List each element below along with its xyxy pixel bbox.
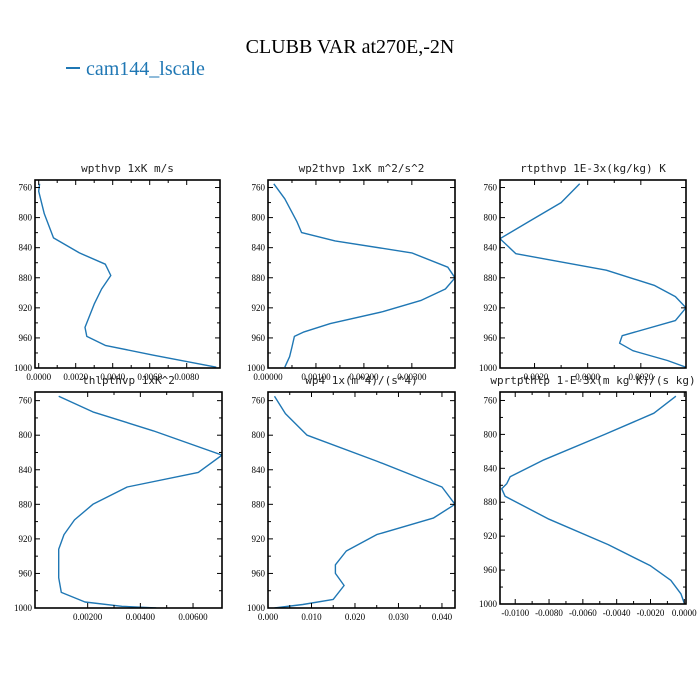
y-tick-label: 960 [252, 568, 266, 578]
legend-line-swatch [66, 67, 80, 70]
subplot-5: wp4 1x(m^4)/(s^4)76080084088092096010000… [247, 374, 456, 622]
subplot-title: thlpthvp 1xK^2 [82, 374, 175, 387]
x-tick-label: 0.000 [258, 612, 279, 622]
x-tick-label: 0.00300 [397, 372, 427, 382]
y-tick-label: 800 [252, 430, 266, 440]
x-tick-label: -0.0020 [521, 372, 549, 382]
subplot-3: rtpthvp 1E-3x(kg/kg) K 760 800 840 880 920 960… [479, 162, 687, 382]
y-tick-label: 800 [19, 430, 33, 440]
y-tick-label: 760 [252, 396, 266, 406]
y-tick-label: 920 [19, 303, 33, 313]
y-tick-label: 880 [19, 499, 33, 509]
x-tick-label: 0.00200 [349, 372, 379, 382]
y-tick-label: 760 [484, 395, 498, 405]
y-tick-label: 840 [252, 243, 266, 253]
series-line [273, 395, 455, 608]
y-tick-label: 800 [484, 429, 498, 439]
y-tick-label: 760 [19, 396, 33, 406]
y-tick-label: 880 [484, 497, 498, 507]
x-tick-label: 0.0000 [575, 372, 600, 382]
y-tick-label: 880 [252, 273, 266, 283]
y-tick-label: 1000 [247, 363, 266, 373]
plot-frame [499, 179, 687, 369]
x-tick-label: 0.0000 [26, 372, 51, 382]
legend-label: cam144_lscale [86, 58, 205, 80]
y-tick-label: 920 [484, 531, 498, 541]
y-tick-label: 800 [19, 213, 33, 223]
y-tick-label: 880 [19, 273, 33, 283]
y-tick-label: 920 [252, 303, 266, 313]
x-tick-label: 0.030 [388, 612, 409, 622]
x-tick-label: 0.040 [432, 612, 453, 622]
x-tick-label: -0.0020 [637, 608, 665, 618]
subplot-title: wpthvp 1xK m/s [81, 162, 174, 175]
y-tick-label: 880 [484, 273, 498, 283]
series-line [501, 395, 685, 604]
legend: cam144_lscale [66, 58, 205, 81]
y-tick-label: 760 [484, 183, 498, 193]
subplot-2: wp2thvp 1xK m^2/s^2 760 800 840 880 920 960 100… [247, 162, 456, 382]
y-tick-label: 960 [19, 568, 33, 578]
plot-frame [34, 391, 223, 609]
subplot-6: wprtpthlp 1-E-3x(m kg K)/(s kg) 760 800 840… [479, 374, 697, 618]
y-tick-label: 800 [484, 213, 498, 223]
series-line [38, 183, 217, 368]
y-tick-label: 840 [252, 465, 266, 475]
x-tick-label: -0.0100 [501, 608, 529, 618]
x-tick-label: 0.0000 [672, 608, 697, 618]
subplot-title: rtpthvp 1E-3x(kg/kg) K [520, 162, 666, 175]
x-tick-label: 0.00000 [253, 372, 283, 382]
y-tick-label: 1000 [14, 363, 33, 373]
y-tick-label: 800 [252, 213, 266, 223]
subplot-4: thlpthvp 1xK^2 760 800 840 880 920 960 1000 0.00… [14, 374, 223, 622]
x-tick-label: 0.020 [345, 612, 366, 622]
x-tick-label: 0.00600 [178, 612, 208, 622]
y-tick-label: 920 [252, 534, 266, 544]
x-tick-label: 0.0040 [100, 372, 125, 382]
x-tick-label: 0.00200 [73, 612, 103, 622]
y-tick-label: 1000 [479, 363, 498, 373]
x-tick-label: 0.0080 [174, 372, 199, 382]
y-tick-label: 960 [484, 333, 498, 343]
plot-frame [499, 391, 687, 605]
x-tick-label: -0.0060 [569, 608, 597, 618]
y-tick-label: 840 [19, 465, 33, 475]
y-tick-label: 840 [484, 243, 498, 253]
y-tick-label: 840 [19, 243, 33, 253]
y-tick-label: 880 [252, 499, 266, 509]
subplot-title: wp4 1x(m^4)/(s^4) [305, 374, 418, 387]
x-tick-label: 0.010 [301, 612, 322, 622]
series-line [58, 395, 222, 608]
y-tick-label: 1000 [247, 603, 266, 613]
x-tick-label: 0.00100 [301, 372, 331, 382]
subplot-title: wp2thvp 1xK m^2/s^2 [299, 162, 425, 175]
y-tick-label: 920 [484, 303, 498, 313]
series-line [500, 183, 686, 368]
y-tick-label: 760 [252, 183, 266, 193]
plot-frame [267, 179, 456, 369]
y-tick-label: 920 [19, 534, 33, 544]
subplot-title: wprtpthlp 1-E-3x(m kg K)/(s kg) [490, 374, 695, 387]
y-tick-label: 1000 [14, 603, 33, 613]
x-tick-label: -0.0080 [535, 608, 563, 618]
plot-frame [34, 179, 221, 369]
y-tick-label: 840 [484, 463, 498, 473]
y-tick-label: 760 [19, 183, 33, 193]
y-tick-label: 1000 [479, 599, 498, 609]
subplot-1: wpthvp 1xK m/s76080084088092096010000.00… [14, 162, 221, 382]
series-line [273, 183, 455, 368]
x-tick-label: 0.0020 [628, 372, 653, 382]
y-tick-label: 960 [19, 333, 33, 343]
y-tick-label: 960 [252, 333, 266, 343]
x-tick-label: 0.00400 [126, 612, 156, 622]
x-tick-label: -0.0040 [603, 608, 631, 618]
plot-frame [267, 391, 456, 609]
figure-title: CLUBB VAR at270E,-2N [245, 36, 455, 58]
x-tick-label: 0.0060 [137, 372, 162, 382]
x-tick-label: 0.0020 [63, 372, 88, 382]
y-tick-label: 960 [484, 565, 498, 575]
